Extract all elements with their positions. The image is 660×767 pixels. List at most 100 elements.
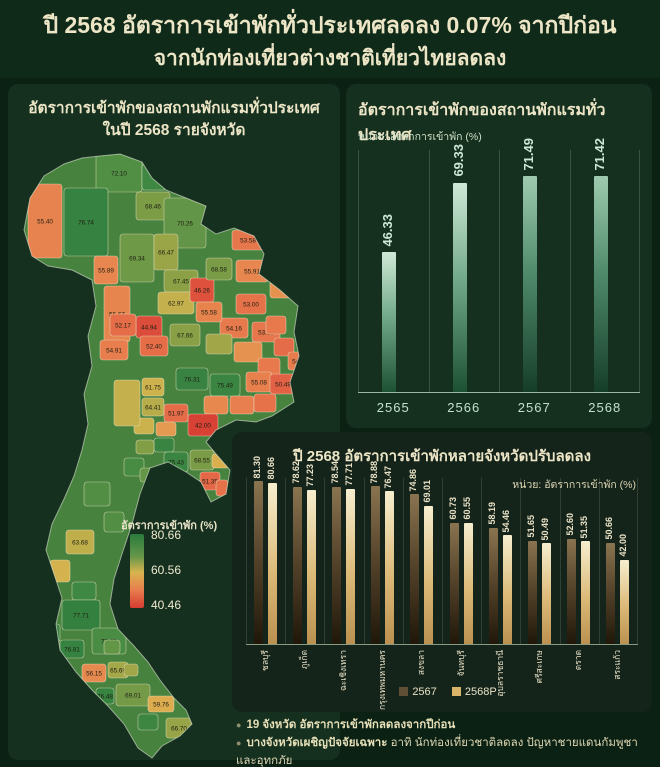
province-value-label: 76.28 (41, 630, 57, 637)
column-separator (499, 150, 500, 392)
province-value-label: 59.76 (153, 701, 169, 708)
province-value-label: 68.55 (194, 457, 210, 464)
chart2-title: ปี 2568 อัตราการเข้าพักหลายจังหวัดปรับลด… (293, 448, 591, 465)
chart1-unit-label: หน่วย: อัตราการเข้าพัก (%) (358, 131, 482, 143)
group-separator (559, 478, 561, 644)
province-cell (93, 255, 119, 285)
map-panel-title: อัตราการเข้าพักของสถานพักแรมทั่วประเทศ ใ… (8, 98, 340, 142)
province-cell (269, 277, 293, 299)
province-bar-2567 (528, 540, 537, 644)
province-value-label: 55.91 (244, 268, 260, 275)
province-axis-label: ตราด (573, 650, 584, 671)
province-cell (153, 437, 175, 453)
province-bar-2567 (449, 522, 459, 644)
province-cell (113, 379, 141, 427)
province-bar-2567 (253, 481, 263, 644)
province-cell (253, 393, 277, 413)
province-bar-value: 51.65 (526, 515, 536, 538)
province-bar-value: 81.30 (251, 455, 262, 479)
footnote-1: ● 19 จังหวัด อัตราการเข้าพักลดลงจากปีก่อน (236, 719, 456, 731)
province-bar-2568P (385, 491, 395, 644)
province-bar-2567 (371, 486, 381, 644)
province-value-label: 67.66 (177, 332, 193, 339)
province-value-label: 63.68 (72, 539, 88, 546)
province-cell (123, 663, 139, 677)
map-legend-gradient-bar (130, 534, 144, 608)
legend-swatch-2567 (399, 687, 409, 696)
bullet-icon: ● (236, 720, 242, 730)
province-bar-value: 50.66 (604, 517, 615, 540)
year-bar-value: 46.33 (380, 213, 396, 247)
province-axis-label: กรุงเทพมหานคร (377, 650, 388, 711)
province-axis-label: ศรีสะเกษ (534, 650, 544, 684)
province-value-label: 76.48 (97, 693, 113, 700)
province-bar-value: 51.35 (579, 515, 590, 539)
province-bar-value: 74.86 (408, 468, 419, 492)
province-cell (265, 249, 287, 271)
chart2-legend: 2567 2568P (232, 686, 652, 698)
province-bar-2568P (424, 505, 434, 644)
province-value-label: 65.69 (110, 667, 126, 674)
province-value-label: 51.35 (202, 478, 218, 485)
province-cell (229, 395, 255, 415)
legend-label-2567: 2567 (412, 686, 437, 698)
province-value-label: 75.43 (168, 459, 184, 466)
year-bar-2566 (452, 182, 467, 392)
province-bar-value: 50.49 (540, 517, 550, 541)
province-bar-2567 (292, 486, 302, 644)
province-cell (235, 293, 267, 315)
map-title-line2: ในปี 2568 รายจังหวัด (102, 122, 246, 139)
province-cell (233, 341, 263, 363)
province-bar-value: 77.71 (344, 463, 354, 486)
province-axis-label: สงขลา (416, 650, 427, 676)
province-value-label: 66.70 (171, 725, 187, 732)
province-cell (123, 457, 145, 477)
province-value-label: 67.45 (173, 278, 189, 285)
province-cell (65, 529, 95, 555)
province-bar-2568P (346, 488, 355, 644)
thailand-outline (23, 153, 300, 759)
group-separator (481, 478, 483, 644)
province-cell (205, 333, 233, 355)
province-bar-2568P (620, 560, 630, 644)
province-bar-2567 (488, 527, 498, 644)
province-cell (211, 453, 231, 469)
province-bar-value: 78.54 (330, 461, 340, 484)
province-axis-label: จันทบุรี (455, 650, 466, 677)
province-cell (115, 683, 151, 707)
province-cell (63, 187, 109, 257)
province-cell (135, 439, 155, 455)
province-cell (203, 395, 229, 415)
province-value-label: 69.34 (129, 255, 145, 262)
legend-swatch-2568p (451, 687, 461, 696)
year-bar-2565 (382, 252, 397, 392)
province-cell (169, 323, 201, 347)
province-bar-value: 76.47 (383, 465, 394, 489)
province-cell (83, 481, 111, 507)
footnote-2: ● บางจังหวัดเผชิญปัจจัยเฉพาะ อาทิ นักท่อง… (236, 737, 638, 767)
year-axis-label: 2565 (376, 400, 410, 415)
province-value-label: 53.00 (243, 301, 259, 308)
province-value-label: 55.40 (37, 218, 53, 225)
map-legend-max: 80.66 (151, 528, 182, 542)
province-bar-2568P (306, 489, 316, 644)
province-value-label: 50.49 (275, 381, 291, 388)
province-bar-value: 60.73 (447, 497, 458, 520)
province-cell (141, 397, 165, 417)
province-bar-2567 (410, 494, 420, 644)
page-title-line1: ปี 2568 อัตราการเข้าพักทั่วประเทศลดลง 0.… (43, 12, 617, 38)
province-cell (71, 581, 97, 601)
province-value-label: 72.10 (111, 170, 127, 177)
province-axis-label: สระแก้ว (612, 650, 623, 680)
group-separator (285, 478, 287, 644)
group-separator (246, 478, 247, 644)
group-separator (363, 478, 365, 644)
province-bar-value: 54.46 (500, 509, 511, 533)
province-cell (43, 733, 57, 749)
map-legend-title: อัตราการเข้าพัก (%) (121, 520, 218, 532)
province-bar-value: 77.23 (304, 464, 315, 487)
group-separator (402, 478, 404, 644)
province-value-label: 55.08 (251, 379, 267, 386)
page-title-line2: จากนักท่องเที่ยวต่างชาติเที่ยวไทยลดลง (153, 47, 507, 70)
